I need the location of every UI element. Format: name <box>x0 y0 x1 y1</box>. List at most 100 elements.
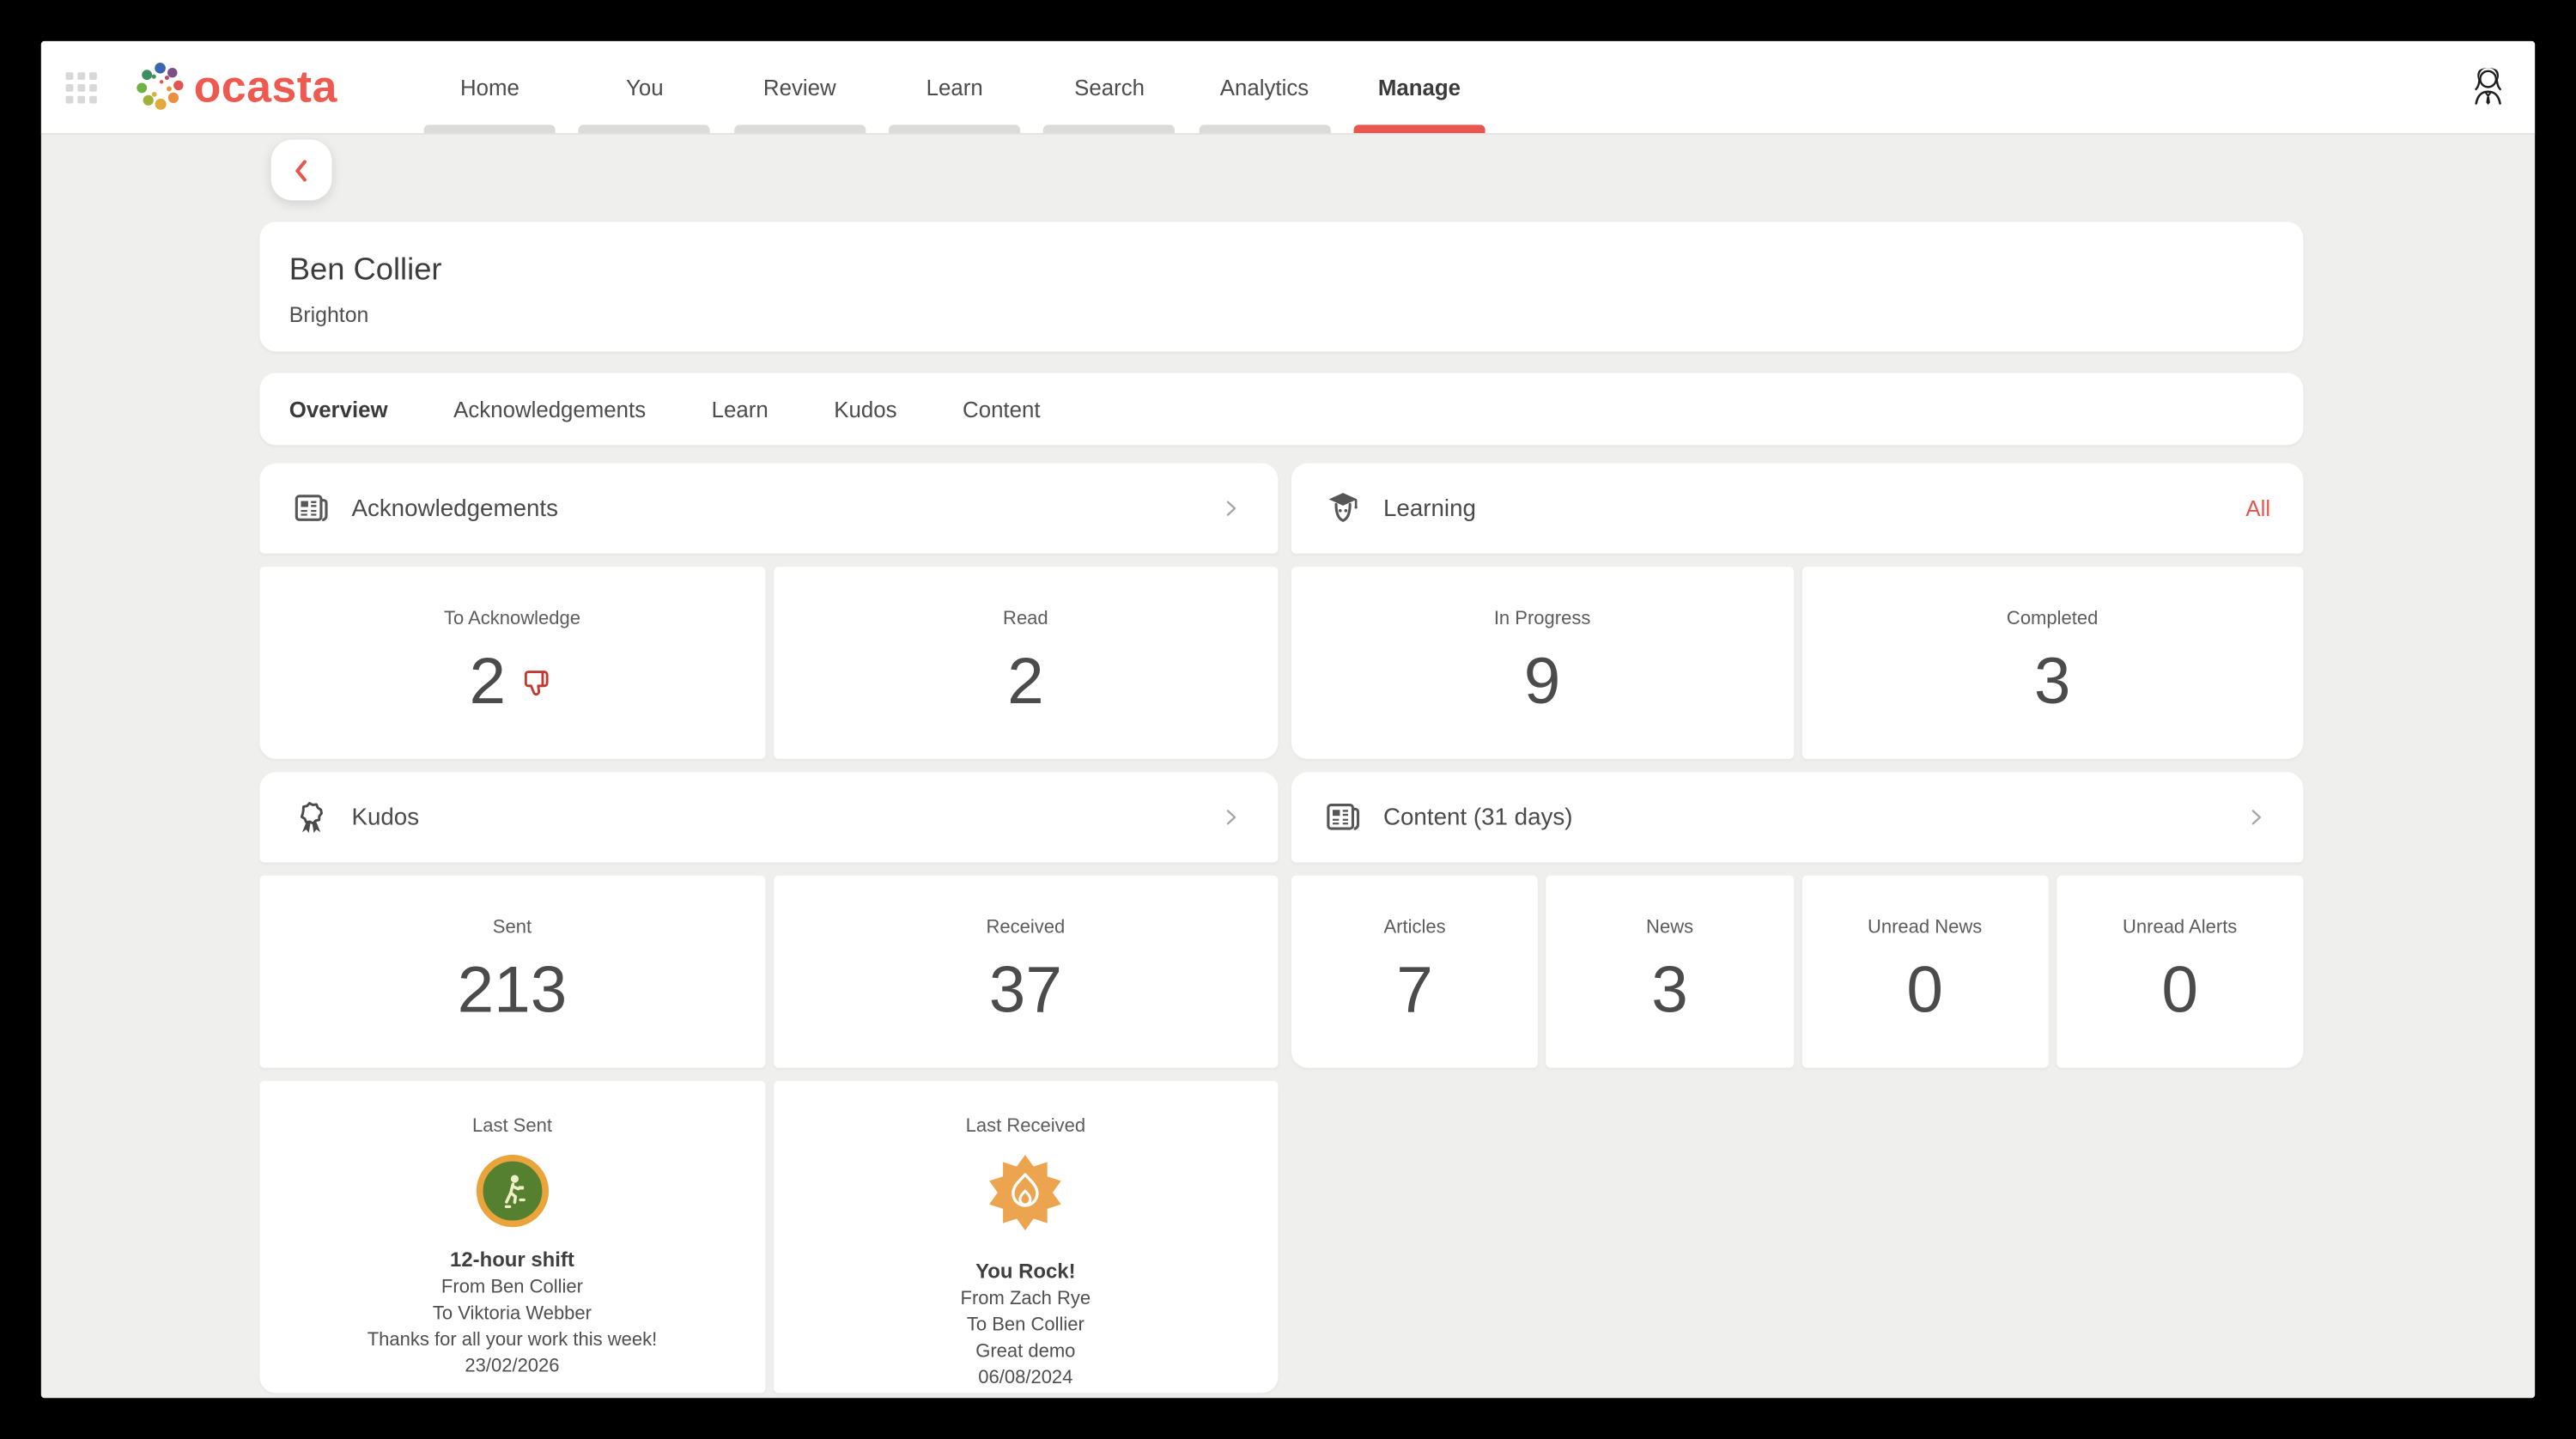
nav-underline <box>1198 124 1331 133</box>
nav-item-manage[interactable]: Manage <box>1342 41 1497 133</box>
last-received-title: You Rock! <box>975 1260 1076 1284</box>
kudos-stats: Sent 213 Received 37 <box>259 875 1279 1068</box>
tab-acknowledgements[interactable]: Acknowledgements <box>453 397 647 422</box>
content-card: Content (31 days) Articles 7 News 3 Unre… <box>1291 772 2304 1068</box>
nav-underline <box>889 124 1021 133</box>
newspaper-icon <box>295 495 328 522</box>
stat-label: Unread News <box>1867 918 1983 938</box>
back-button[interactable] <box>270 139 332 201</box>
app-grid-icon[interactable] <box>65 72 97 104</box>
profile-tabs: Overview Acknowledgements Learn Kudos Co… <box>259 373 2304 446</box>
acknowledgements-header[interactable]: Acknowledgements <box>259 463 1279 554</box>
learning-all-link[interactable]: All <box>2245 495 2271 521</box>
walker-badge-icon <box>476 1155 549 1228</box>
kudos-card: Kudos Sent 213 Received 37 Last Sent <box>259 772 1279 1393</box>
profile-name: Ben Collier <box>289 252 442 288</box>
stat-label: Completed <box>2006 609 2099 629</box>
user-avatar[interactable] <box>2463 61 2513 112</box>
stat-in-progress: In Progress 9 <box>1291 567 1794 759</box>
stat-value: 0 <box>2161 954 2198 1027</box>
last-received-from: From Zach Rye <box>960 1288 1091 1308</box>
tab-overview[interactable]: Overview <box>289 397 388 422</box>
nav-item-analytics[interactable]: Analytics <box>1187 41 1341 133</box>
profile-location: Brighton <box>289 302 369 327</box>
stat-value: 37 <box>988 954 1062 1027</box>
nav-underline-active <box>1353 124 1485 133</box>
stat-label: Unread Alerts <box>2122 918 2238 938</box>
stat-read: Read 2 <box>773 567 1279 759</box>
chevron-right-icon[interactable] <box>1218 495 1246 523</box>
last-sent-to: To Viktoria Webber <box>432 1303 592 1324</box>
nav-item-search[interactable]: Search <box>1032 41 1187 133</box>
learning-card: Learning All In Progress 9 Completed 3 <box>1291 463 2304 759</box>
last-sent-date: 23/02/2026 <box>465 1356 560 1376</box>
newspaper-icon <box>1327 803 1360 830</box>
kudos-header[interactable]: Kudos <box>259 772 1279 863</box>
nav-underline <box>423 124 556 133</box>
chevron-right-icon[interactable] <box>2243 804 2271 832</box>
ocasta-wordmark: ocasta <box>193 61 337 112</box>
primary-nav: Home You Review Learn Search Analytics M… <box>412 41 1497 133</box>
app-frame: ocasta Home You Review Learn Search Anal… <box>40 40 2536 1399</box>
learning-header: Learning All <box>1291 463 2304 554</box>
chevron-right-icon[interactable] <box>1218 804 1246 832</box>
nav-item-learn[interactable]: Learn <box>877 41 1031 133</box>
stat-label: News <box>1646 918 1694 938</box>
stat-label: To Acknowledge <box>443 609 580 629</box>
kudos-last-sent: Last Sent 12-hour shift <box>259 1080 765 1393</box>
stat-label: Received <box>986 918 1066 938</box>
rosette-icon <box>300 802 323 834</box>
stat-value: 0 <box>1906 954 1943 1027</box>
last-sent-message: Thanks for all your work this week! <box>367 1329 658 1350</box>
kudos-last-row: Last Sent 12-hour shift <box>259 1080 1279 1393</box>
stat-value: 213 <box>457 954 568 1027</box>
thumbs-down-icon <box>524 670 549 695</box>
content-stats: Articles 7 News 3 Unread News 0 Unread A… <box>1291 875 2304 1068</box>
flame-starburst-badge-icon <box>987 1155 1063 1239</box>
nav-underline <box>1043 124 1176 133</box>
tab-learn[interactable]: Learn <box>711 397 769 422</box>
nav-item-review[interactable]: Review <box>722 41 877 133</box>
tab-kudos[interactable]: Kudos <box>834 397 897 422</box>
nav-underline <box>579 124 711 133</box>
acknowledgements-stats: To Acknowledge 2 Read 2 <box>259 567 1279 759</box>
acknowledgements-title: Acknowledgements <box>351 495 559 522</box>
last-received-label: Last Received <box>965 1117 1086 1137</box>
last-received-to: To Ben Collier <box>966 1315 1084 1335</box>
chevron-left-icon <box>295 159 306 181</box>
last-sent-label: Last Sent <box>471 1117 552 1137</box>
stat-label: Read <box>1003 609 1048 629</box>
stat-value: 9 <box>1523 645 1561 719</box>
stat-value: 2 <box>1007 645 1044 719</box>
stat-unread-news: Unread News 0 <box>1801 875 2049 1068</box>
learning-stats: In Progress 9 Completed 3 <box>1291 567 2304 759</box>
last-received-message: Great demo <box>975 1341 1076 1362</box>
stat-value: 2 <box>469 645 507 719</box>
stat-value: 7 <box>1396 954 1433 1027</box>
ocasta-logo-mark <box>137 63 184 110</box>
profile-card: Ben Collier Brighton <box>259 222 2304 352</box>
stat-label: Articles <box>1383 918 1446 938</box>
stat-value: 3 <box>2033 645 2071 719</box>
graduate-icon <box>1328 493 1358 522</box>
stat-received: Received 37 <box>773 875 1279 1068</box>
stat-completed: Completed 3 <box>1801 567 2304 759</box>
nav-item-you[interactable]: You <box>568 41 722 133</box>
last-sent-title: 12-hour shift <box>450 1248 574 1272</box>
tab-content[interactable]: Content <box>963 397 1041 422</box>
stat-articles: Articles 7 <box>1291 875 1539 1068</box>
acknowledgements-card: Acknowledgements To Acknowledge 2 Read <box>259 463 1279 759</box>
ocasta-logo[interactable]: ocasta <box>133 59 337 113</box>
content-header[interactable]: Content (31 days) <box>1291 772 2304 863</box>
stat-sent: Sent 213 <box>259 875 765 1068</box>
stat-label: In Progress <box>1493 609 1591 629</box>
nav-underline <box>733 124 866 133</box>
stat-unread-alerts: Unread Alerts 0 <box>2056 875 2304 1068</box>
stat-to-acknowledge: To Acknowledge 2 <box>259 567 765 759</box>
nav-item-home[interactable]: Home <box>412 41 567 133</box>
kudos-last-received: Last Received You Rock! From Zach Rye To… <box>773 1080 1279 1393</box>
learning-title: Learning <box>1382 495 1476 522</box>
stat-news: News 3 <box>1546 875 1794 1068</box>
last-received-date: 06/08/2024 <box>978 1367 1073 1387</box>
